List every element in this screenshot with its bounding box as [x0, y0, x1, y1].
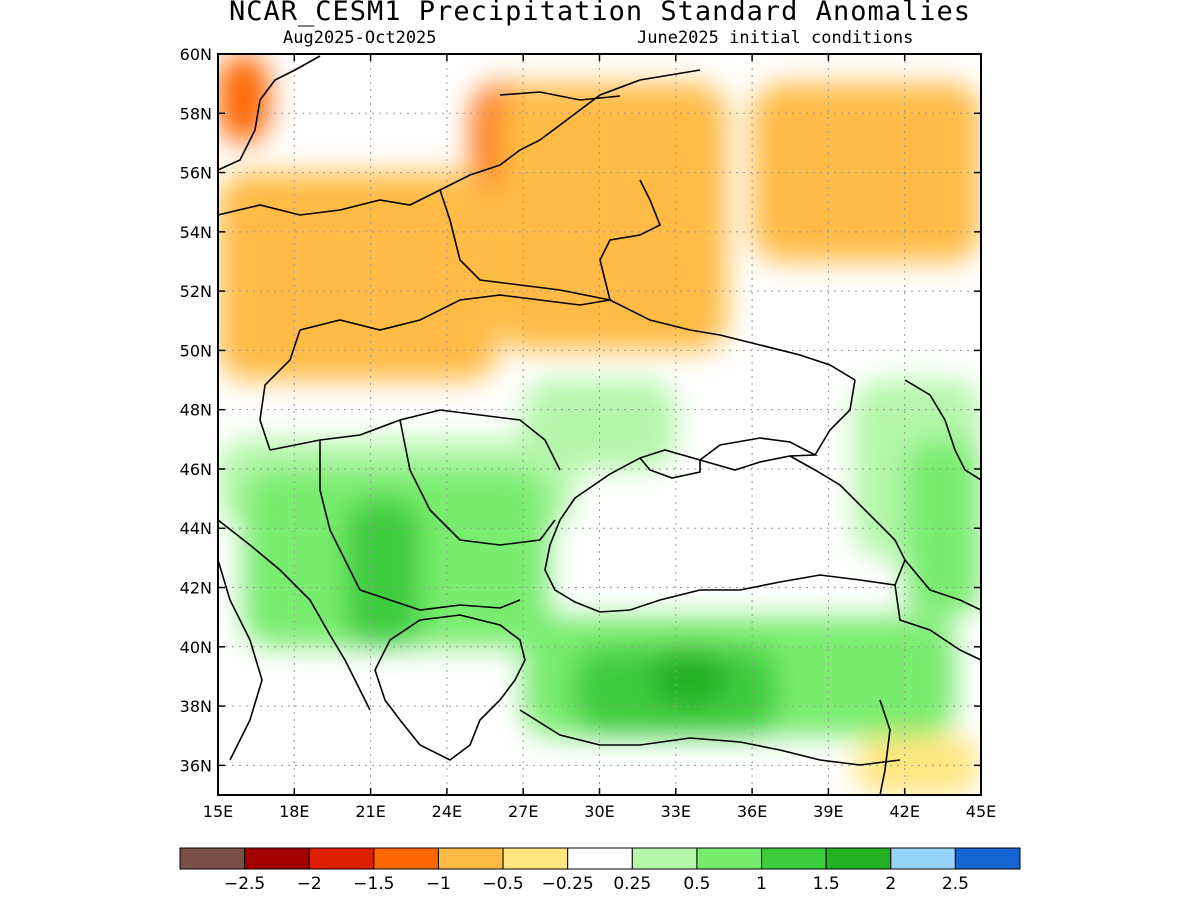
lon-tick-label: 42E — [889, 802, 919, 821]
border-2 — [259, 329, 301, 451]
border-5 — [399, 419, 556, 546]
crimea-coast — [639, 457, 701, 479]
colorbar-swatch — [244, 847, 310, 870]
anomaly-region-5 — [497, 83, 727, 351]
colorbar-swatch — [502, 847, 569, 870]
lat-tick-label: 44N — [180, 519, 212, 538]
colorbar-label: −2 — [297, 874, 322, 894]
colorbar-swatch — [631, 847, 698, 870]
lat-tick-label: 50N — [180, 341, 212, 360]
lat-tick-label: 36N — [180, 756, 212, 775]
lon-tick-label: 18E — [279, 802, 309, 821]
anomaly-region-16 — [853, 735, 981, 795]
turkey-south-coast — [519, 709, 901, 766]
lat-tick-label: 46N — [180, 460, 212, 479]
lat-tick-label: 42N — [180, 579, 212, 598]
lat-tick-label: 60N — [180, 45, 212, 64]
border-10 — [814, 379, 856, 456]
adriatic-coast — [218, 519, 371, 711]
anomaly-region-6 — [752, 83, 981, 262]
aegean-coast — [374, 614, 526, 761]
lat-tick-label: 52N — [180, 282, 212, 301]
colorbar-label: −1 — [426, 874, 451, 894]
border-8 — [599, 179, 662, 301]
colorbar-label: 2.5 — [942, 874, 969, 894]
border-12 — [894, 584, 981, 661]
caspian-coast — [904, 379, 981, 481]
lon-tick-label: 21E — [355, 802, 385, 821]
border-4 — [319, 440, 361, 591]
border-1 — [299, 294, 611, 331]
border-7 — [609, 299, 856, 381]
map-title: NCAR_CESM1 Precipitation Standard Anomal… — [229, 0, 971, 27]
sea-of-azov-coast — [699, 437, 819, 461]
lon-tick-label: 30E — [584, 802, 614, 821]
colorbar-label: 1 — [756, 874, 767, 894]
anomaly-field — [218, 54, 981, 795]
coastlines-and-borders — [218, 55, 981, 795]
baltic-coast — [218, 69, 701, 216]
colorbar-swatch — [825, 847, 892, 870]
colorbar-swatch — [761, 847, 827, 870]
lat-tick-label: 54N — [180, 223, 212, 242]
anomaly-region-8 — [523, 380, 676, 469]
lat-tick-label: 40N — [180, 638, 212, 657]
gridlines — [218, 54, 981, 795]
colorbar-label: −1.5 — [353, 874, 394, 894]
lat-tick-label: 38N — [180, 697, 212, 716]
initial-conditions: June2025 initial conditions — [637, 28, 914, 48]
lon-tick-label: 33E — [661, 802, 691, 821]
colorbar-swatch — [954, 847, 1021, 870]
colorbar-swatch — [567, 847, 633, 870]
anomaly-region-12 — [904, 439, 981, 618]
border-13 — [879, 699, 891, 795]
anomaly-region-15 — [650, 646, 727, 707]
colorbar-swatch — [308, 847, 375, 870]
italy-coast — [218, 559, 263, 761]
colorbar-swatch — [890, 847, 956, 870]
colorbar-label: 0.5 — [683, 874, 710, 894]
lat-tick-label: 56N — [180, 164, 212, 183]
sweden-coast — [218, 55, 321, 171]
anomaly-region-4 — [218, 172, 498, 381]
colorbar-swatch — [373, 847, 439, 870]
colorbar-swatch — [437, 847, 504, 870]
lat-tick-label: 58N — [180, 104, 212, 123]
axis-ticks: 15E 18E 21E 24E 27E 30E 33E 36E 39E 42E 45E 60N 58N 5… — [180, 45, 997, 821]
lon-tick-label: 27E — [508, 802, 538, 821]
border-9 — [439, 189, 611, 301]
colorbar: −2.5 −2 −1.5 −1 −0.5 −0.25 0.25 0.5 1 1.5 2 2.5 — [179, 847, 1021, 894]
anomaly-region-13 — [345, 498, 422, 647]
colorbar-label: 0.25 — [613, 874, 651, 894]
colorbar-swatch — [179, 847, 246, 870]
lon-tick-label: 39E — [813, 802, 843, 821]
colorbar-label: −0.5 — [482, 874, 523, 894]
border-11 — [904, 559, 981, 611]
lat-tick-label: 48N — [180, 401, 212, 420]
border-6 — [359, 589, 521, 611]
lon-tick-label: 36E — [737, 802, 767, 821]
colorbar-label: −0.25 — [542, 874, 594, 894]
colorbar-label: 2 — [885, 874, 896, 894]
black-sea-coast — [544, 449, 906, 613]
lon-tick-label: 45E — [966, 802, 996, 821]
forecast-period: Aug2025-Oct2025 — [283, 28, 437, 48]
border-3 — [269, 409, 561, 471]
lon-tick-label: 24E — [432, 802, 462, 821]
lon-tick-label: 15E — [203, 802, 233, 821]
colorbar-label: −2.5 — [224, 874, 265, 894]
gulf-of-finland-coast — [499, 91, 621, 101]
colorbar-label: 1.5 — [813, 874, 840, 894]
colorbar-swatch — [696, 847, 763, 870]
